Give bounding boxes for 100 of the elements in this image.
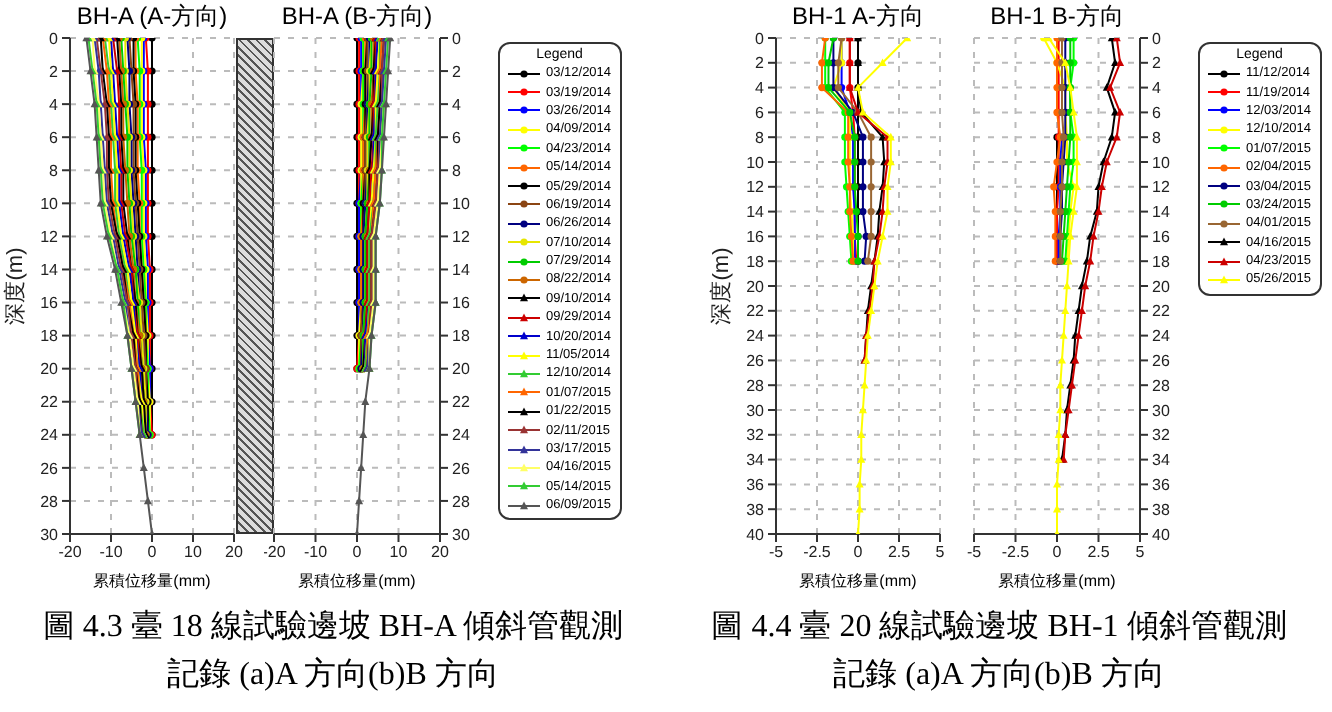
y-tick-label: 16 — [40, 294, 60, 313]
y-tick-label: 28 — [746, 376, 766, 395]
x-tick-label: -2.5 — [803, 543, 832, 562]
x-tick-label: -10 — [99, 543, 124, 562]
x-tick-label: 2.5 — [1087, 543, 1111, 562]
y-tick-label: 24 — [746, 327, 766, 346]
y-tick-label: 4 — [49, 95, 60, 114]
y-tick-label: 16 — [746, 228, 766, 247]
x-tick-label: 2.5 — [887, 543, 912, 562]
y2-tick-label: 28 — [452, 492, 471, 511]
y-tick-label: 2 — [49, 62, 60, 81]
chart-title: BH-A (B-方向) — [279, 0, 435, 30]
y-tick-label: 14 — [746, 203, 766, 222]
y2-tick-label: 18 — [452, 327, 471, 346]
chart-title: BH-1 B-方向 — [988, 0, 1126, 30]
y2-tick-label: 4 — [452, 95, 462, 114]
y2-tick-label: 2 — [452, 62, 462, 81]
x-tick-label: -5 — [966, 543, 983, 562]
y2-tick-label: 0 — [1152, 29, 1162, 48]
y2-tick-label: 16 — [452, 294, 471, 313]
y2-tick-label: 12 — [1152, 178, 1171, 197]
x-tick-label: -2.5 — [1001, 543, 1031, 562]
y-tick-label: 22 — [746, 302, 766, 321]
y-tick-label: 28 — [40, 492, 60, 511]
y-tick-label: 0 — [755, 29, 766, 48]
y-tick-label: 18 — [40, 327, 60, 346]
y-tick-label: 12 — [746, 178, 766, 197]
x-axis-title: 累積位移量(mm) — [996, 570, 1118, 592]
y2-tick-label: 22 — [1152, 302, 1171, 321]
y2-tick-label: 22 — [452, 393, 471, 412]
y-tick-label: 26 — [40, 459, 60, 478]
y2-tick-label: 26 — [452, 459, 471, 478]
y-tick-label: 38 — [746, 500, 766, 519]
y-tick-label: 24 — [40, 426, 60, 445]
x-tick-label: 5 — [1135, 543, 1146, 562]
y2-tick-label: 28 — [1152, 376, 1171, 395]
y2-tick-label: 38 — [1152, 500, 1171, 519]
caption: 圖 4.3 臺 18 線試驗邊坡 BH-A 傾斜管觀測記錄 (a)A 方向(b)B 方向 — [40, 607, 626, 696]
y-tick-label: 26 — [746, 352, 766, 371]
y2-tick-label: 26 — [1152, 352, 1171, 371]
x-tick-label: 10 — [389, 543, 409, 562]
x-tick-label: 0 — [853, 543, 864, 562]
y-tick-label: 12 — [40, 228, 60, 247]
y-tick-label: 20 — [40, 360, 60, 379]
chart-title: BH-A (A-方向) — [74, 0, 230, 30]
y2-tick-label: 6 — [1152, 104, 1162, 123]
y-tick-label: 40 — [746, 525, 766, 544]
y2-tick-label: 34 — [1152, 451, 1171, 470]
y2-tick-label: 8 — [452, 161, 462, 180]
x-tick-label: 20 — [431, 543, 450, 562]
y-tick-label: 18 — [746, 252, 766, 271]
x-axis-title: 累積位移量(mm) — [797, 570, 919, 592]
x-tick-label: -5 — [768, 543, 785, 562]
x-tick-label: 10 — [184, 543, 203, 562]
y2-tick-label: 24 — [452, 426, 471, 445]
caption: 圖 4.4 臺 20 線試驗邊坡 BH-1 傾斜管觀測記錄 (a)A 方向(b)B 方向 — [709, 607, 1289, 696]
y-axis-title: 深度(m) — [1, 247, 28, 325]
x-axis-title: 累積位移量(mm) — [296, 570, 418, 592]
x-tick-label: -10 — [303, 543, 329, 562]
y-axis-title: 深度(m) — [707, 247, 734, 325]
y2-tick-label: 16 — [1152, 228, 1171, 247]
y2-tick-label: 36 — [1152, 476, 1171, 495]
y2-tick-label: 14 — [1152, 203, 1171, 222]
y2-tick-label: 0 — [452, 29, 462, 48]
y2-tick-label: 30 — [1152, 401, 1171, 420]
y2-tick-label: 2 — [1152, 54, 1162, 73]
y2-tick-label: 6 — [452, 128, 462, 147]
y-tick-label: 2 — [755, 54, 766, 73]
y2-tick-label: 18 — [1152, 252, 1171, 271]
y2-tick-label: 20 — [1152, 277, 1171, 296]
y2-tick-label: 40 — [1152, 525, 1171, 544]
x-tick-label: 0 — [352, 543, 363, 562]
y-tick-label: 36 — [746, 476, 766, 495]
y-tick-label: 8 — [49, 161, 60, 180]
y-tick-label: 4 — [755, 79, 766, 98]
y-tick-label: 22 — [40, 393, 60, 412]
x-tick-label: -20 — [58, 543, 83, 562]
x-tick-label: 5 — [935, 543, 946, 562]
y-tick-label: 14 — [40, 261, 60, 280]
y2-tick-label: 24 — [1152, 327, 1171, 346]
y2-tick-label: 32 — [1152, 426, 1171, 445]
y2-tick-label: 20 — [452, 360, 471, 379]
y-tick-label: 0 — [49, 29, 60, 48]
y2-tick-label: 10 — [1152, 153, 1171, 172]
x-tick-label: 0 — [1052, 543, 1063, 562]
y-tick-label: 10 — [746, 153, 766, 172]
y-tick-label: 20 — [746, 277, 766, 296]
y-tick-label: 10 — [40, 195, 60, 214]
y2-tick-label: 4 — [1152, 79, 1162, 98]
y-tick-label: 30 — [746, 401, 766, 420]
chart-title: BH-1 A-方向 — [789, 0, 926, 30]
y-tick-label: 30 — [40, 525, 60, 544]
x-axis-title: 累積位移量(mm) — [91, 570, 213, 592]
y2-tick-label: 12 — [452, 228, 471, 247]
y2-tick-label: 30 — [452, 525, 471, 544]
y2-tick-label: 8 — [1152, 128, 1162, 147]
y2-tick-label: 14 — [452, 261, 471, 280]
x-tick-label: 20 — [225, 543, 244, 562]
y2-tick-label: 10 — [452, 195, 471, 214]
y-tick-label: 8 — [755, 128, 766, 147]
